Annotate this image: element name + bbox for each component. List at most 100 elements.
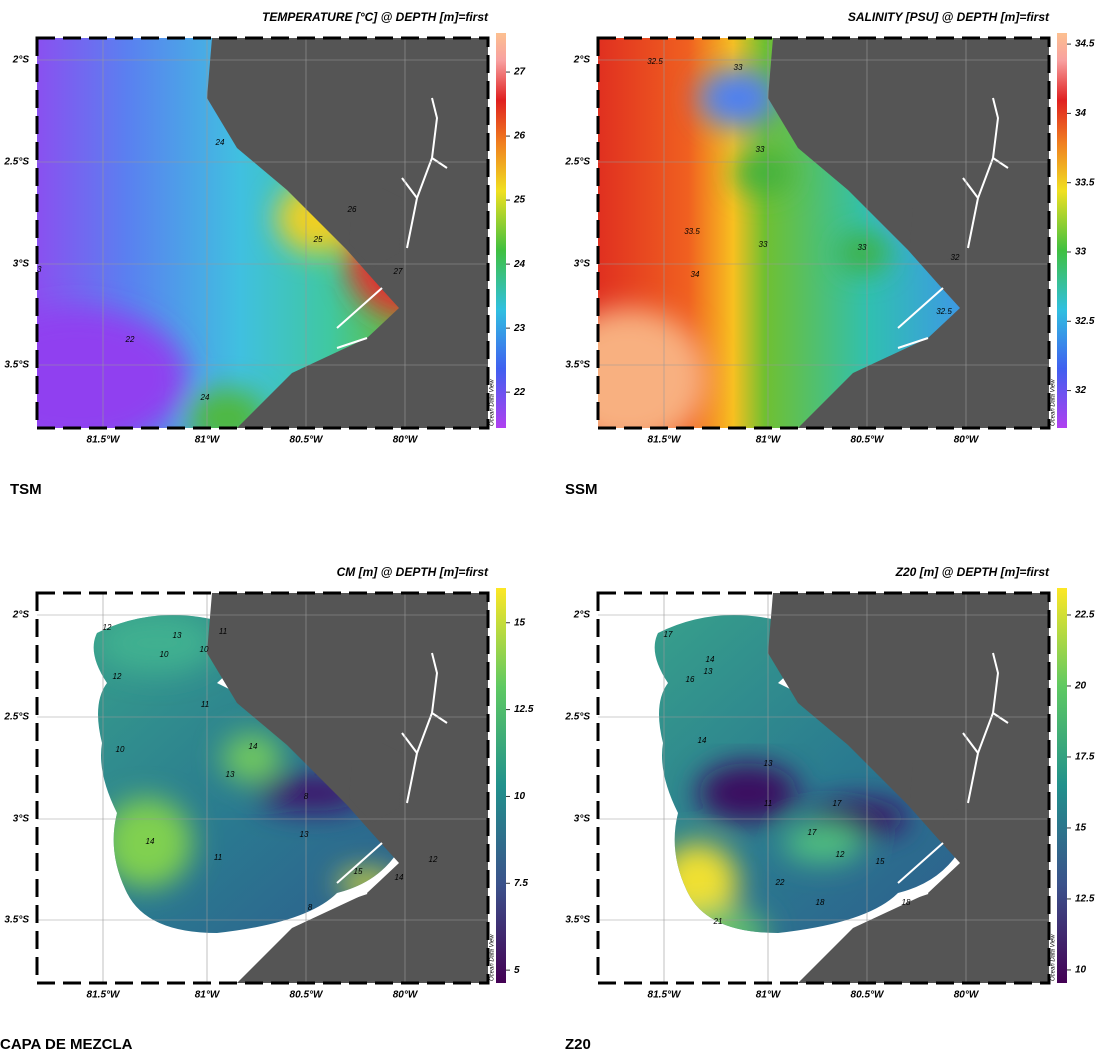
contour-label: 23 bbox=[32, 265, 42, 274]
field-blob bbox=[37, 308, 187, 428]
lat-label: 3°S bbox=[13, 814, 30, 825]
colorbar-label: 15 bbox=[1075, 823, 1087, 834]
lat-label: 3.5°S bbox=[565, 915, 590, 926]
lon-label: 80°W bbox=[393, 990, 419, 1001]
colorbar bbox=[1057, 33, 1067, 428]
lon-label: 80°W bbox=[393, 435, 419, 446]
lat-label: 2°S bbox=[573, 610, 591, 621]
map-panel: 17 14 13 16 14 13 11 17 17 12 15 22 18 18 21 Z20 [m] @ … bbox=[564, 565, 1094, 1000]
field-blob bbox=[97, 615, 217, 673]
lon-label: 80.5°W bbox=[290, 435, 324, 446]
field-blob bbox=[598, 308, 708, 428]
colorbar-label: 25 bbox=[513, 195, 526, 206]
land bbox=[207, 593, 488, 983]
lon-label: 80°W bbox=[954, 990, 980, 1001]
credit: Ocean Data View bbox=[1051, 379, 1057, 426]
contour-label: 12 bbox=[103, 623, 112, 632]
contour-label: 15 bbox=[876, 857, 885, 866]
contour-label: 33 bbox=[858, 243, 867, 252]
caption: TSM bbox=[10, 481, 42, 498]
map-title: TEMPERATURE [°C] @ DEPTH [m]=first bbox=[262, 10, 489, 24]
lat-label: 3.5°S bbox=[565, 360, 590, 371]
contour-label: 10 bbox=[160, 650, 169, 659]
contour-label: 34 bbox=[691, 270, 700, 279]
map-title: Z20 [m] @ DEPTH [m]=first bbox=[895, 565, 1050, 579]
map-frame bbox=[596, 36, 1051, 430]
field-blob bbox=[102, 798, 192, 888]
colorbar-label: 17.5 bbox=[1075, 752, 1095, 763]
island bbox=[910, 188, 963, 268]
lat-label: 2.5°S bbox=[564, 712, 590, 723]
contour-label: 32.5 bbox=[647, 57, 663, 66]
colorbar-label: 34.5 bbox=[1075, 39, 1095, 50]
lon-label: 81°W bbox=[195, 435, 221, 446]
contour-label: 16 bbox=[686, 675, 695, 684]
estuary bbox=[336, 97, 448, 349]
contour-label: 32 bbox=[951, 253, 960, 262]
field-blob bbox=[783, 823, 863, 863]
map-area: 17 14 13 16 14 13 11 17 17 12 15 22 18 18 21 bbox=[598, 593, 1049, 983]
map-panel: 32.5 33 33 33.5 34 33 33 32 32.5 SALINITY [PSU] @… bbox=[564, 10, 1095, 446]
map-panel: 24 25 23 22 24 26 27 TEMPERATURE [°C] @ DEPTH [… bbox=[3, 10, 526, 446]
lat-label: 3°S bbox=[13, 259, 30, 270]
colorbar-label: 12.5 bbox=[514, 704, 534, 715]
estuary bbox=[336, 652, 448, 904]
lat-label: 2°S bbox=[12, 610, 30, 621]
island bbox=[910, 743, 963, 823]
map-frame bbox=[35, 591, 490, 985]
contour-label: 11 bbox=[764, 799, 772, 808]
contour-label: 33.5 bbox=[684, 227, 700, 236]
lat-label: 3°S bbox=[574, 814, 591, 825]
field-blob bbox=[733, 153, 793, 193]
colorbar-label: 7.5 bbox=[514, 878, 528, 889]
lon-label: 81.5°W bbox=[87, 990, 121, 1001]
credit: Ocean Data View bbox=[1051, 934, 1057, 981]
contour-label: 10 bbox=[200, 645, 209, 654]
contour-label: 13 bbox=[764, 759, 773, 768]
contour-label: 24 bbox=[200, 393, 210, 402]
contour-label: 14 bbox=[249, 742, 258, 751]
contour-label: 24 bbox=[215, 138, 225, 147]
colorbar-label: 5 bbox=[514, 965, 520, 976]
lon-label: 81.5°W bbox=[648, 990, 682, 1001]
land bbox=[207, 38, 488, 428]
colorbar-label: 32.5 bbox=[1075, 316, 1095, 327]
island bbox=[349, 743, 402, 823]
contour-label: 14 bbox=[698, 736, 707, 745]
contour-label: 15 bbox=[354, 867, 363, 876]
colorbar-label: 26 bbox=[513, 131, 526, 142]
map-panel: 12 13 11 10 10 12 11 10 14 13 8 14 11 13 12 15 14 8 CM [m]… bbox=[3, 565, 533, 1000]
lon-label: 80.5°W bbox=[851, 435, 885, 446]
contour-label: 11 bbox=[214, 853, 222, 862]
contour-label: 12 bbox=[836, 850, 845, 859]
field-blob bbox=[698, 68, 778, 128]
colorbar-label: 34 bbox=[1075, 108, 1087, 119]
lat-label: 3.5°S bbox=[4, 915, 29, 926]
contour-label: 22 bbox=[775, 878, 785, 887]
colorbar-label: 10 bbox=[514, 791, 526, 802]
contour-label: 33 bbox=[759, 240, 768, 249]
contour-label: 10 bbox=[116, 745, 125, 754]
contour-label: 13 bbox=[704, 667, 713, 676]
lat-label: 2.5°S bbox=[3, 712, 29, 723]
colorbar-label: 24 bbox=[513, 259, 526, 270]
map-area: 12 13 11 10 10 12 11 10 14 13 8 14 11 13 12 15 14 8 bbox=[37, 593, 488, 983]
contour-label: 17 bbox=[808, 828, 817, 837]
colorbar-label: 32 bbox=[1075, 385, 1087, 396]
contour-label: 13 bbox=[173, 631, 182, 640]
contour-label: 21 bbox=[713, 917, 723, 926]
lat-label: 3.5°S bbox=[4, 360, 29, 371]
lon-label: 80.5°W bbox=[851, 990, 885, 1001]
colorbar-label: 20 bbox=[1074, 681, 1087, 692]
colorbar-label: 12.5 bbox=[1075, 894, 1095, 905]
land bbox=[768, 593, 1049, 983]
map-title: CM [m] @ DEPTH [m]=first bbox=[337, 565, 489, 579]
caption: SSM bbox=[565, 481, 598, 498]
map-frame bbox=[35, 36, 490, 430]
contour-label: 26 bbox=[347, 205, 357, 214]
lat-label: 2.5°S bbox=[564, 157, 590, 168]
colorbar-label: 27 bbox=[513, 67, 526, 78]
colorbar bbox=[1057, 588, 1067, 983]
contour-label: 32.5 bbox=[936, 307, 952, 316]
